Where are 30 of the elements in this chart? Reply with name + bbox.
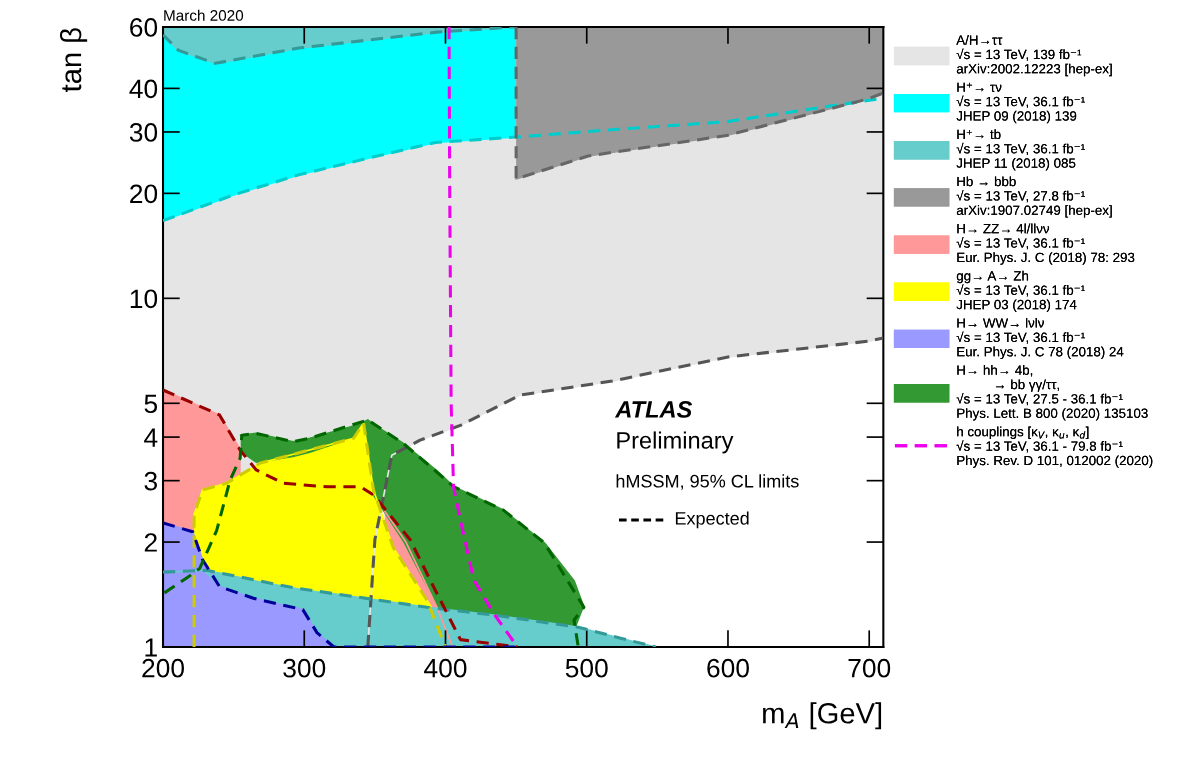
y-tick-label: 40 xyxy=(129,79,158,99)
y-axis-title: tan β xyxy=(59,28,88,92)
legend-label: H⁺→ τν √s = 13 TeV, 36.1 fb⁻¹ JHEP 09 (2018) 139 xyxy=(956,82,1085,124)
x-tick-label: 700 xyxy=(848,658,891,678)
x-tick-label: 300 xyxy=(283,658,326,678)
y-tick-label: 5 xyxy=(144,394,158,414)
legend-label: A/H→ττ √s = 13 TeV, 139 fb⁻¹ arXiv:2002.12223 [hep-ex] xyxy=(956,34,1112,77)
x-tick-label: 200 xyxy=(142,658,184,678)
y-tick-label: 2 xyxy=(144,533,157,552)
y-tick-label: 4 xyxy=(144,428,158,447)
legend-label: Hb → bbb √s = 13 TeV, 27.8 fb⁻¹ arXiv:1907.02749 [hep-ex] xyxy=(956,176,1112,218)
annotation: hMSSM, 95% CL limits xyxy=(616,474,799,490)
y-tick-label: 60 xyxy=(130,18,158,37)
legend-label: gg→ A→ Zh √s = 13 TeV, 36.1 fb⁻¹ JHEP 03 (2018) 174 xyxy=(956,270,1085,312)
y-tick-label: 1 xyxy=(145,638,157,657)
y-tick-label: 20 xyxy=(130,184,158,204)
x-tick-label: 500 xyxy=(565,658,608,678)
annotation: ATLAS xyxy=(614,401,693,418)
x-axis-title: m$_{A}$ [GeV] xyxy=(763,702,882,730)
y-tick-label: 30 xyxy=(129,123,158,142)
annotation: Expected xyxy=(675,511,749,529)
text: h couplings [κ$_{V}$, κ$_{u}$, κ$_{d}$] √s = 13 TeV, 36.1 - 79.8 fb⁻¹ Phys. Rev. D 101, 012002 (2020) xyxy=(956,426,1153,468)
legend-label: H⁺→ tb √s = 13 TeV, 36.1 fb⁻¹ JHEP 11 (2018) 085 xyxy=(956,129,1085,171)
text: March 2020 xyxy=(164,9,244,21)
y-tick-label: 3 xyxy=(144,471,157,491)
x-tick-label: 400 xyxy=(424,658,467,678)
annotation: Preliminary xyxy=(617,431,734,454)
legend-label: H→ WW→ lνlν √s = 13 TeV, 36.1 fb⁻¹ Eur. Phys. J. C 78 (2018) 24 xyxy=(956,317,1124,360)
x-tick-label: 600 xyxy=(707,658,749,678)
y-tick-label: 10 xyxy=(130,289,158,309)
